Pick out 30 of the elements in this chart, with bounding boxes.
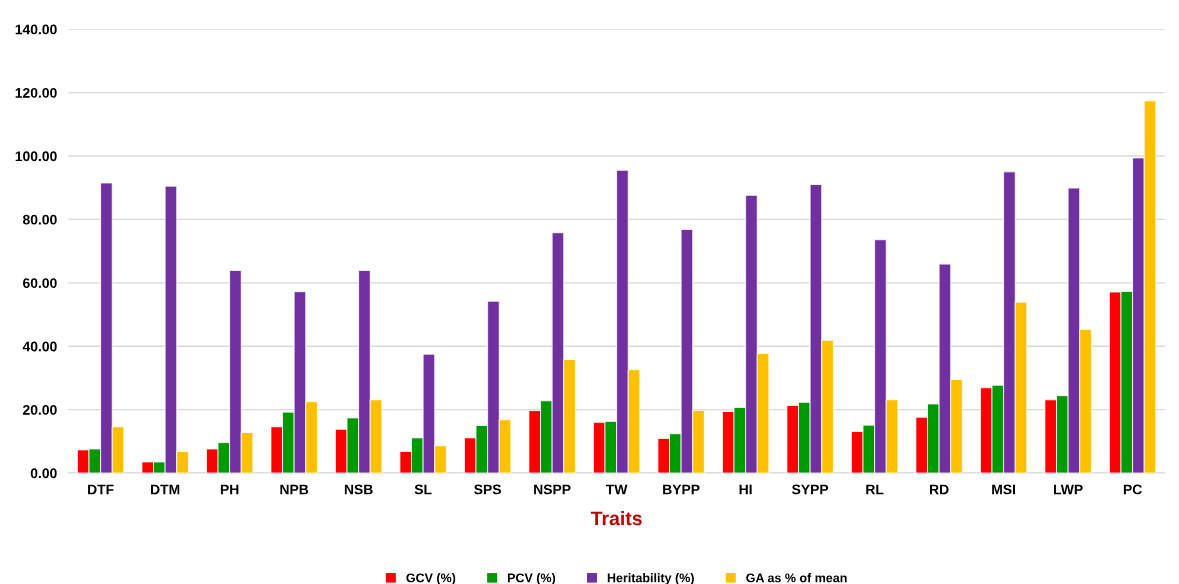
legend-label: GCV (%) [406, 573, 456, 584]
x-tick-label: MSI [992, 484, 1016, 495]
x-tick-label: RD [930, 484, 949, 495]
legend-label: PCV (%) [507, 573, 556, 584]
x-tick-label: DTF [88, 484, 114, 495]
x-tick-label: LWP [1053, 484, 1083, 495]
y-tick-label: 20.00 [23, 404, 57, 415]
legend-label: GA as % of mean [746, 573, 847, 583]
x-tick-label: PC [1123, 484, 1142, 495]
x-tick-label: SYPP [791, 484, 829, 495]
x-tick-label: NPB [280, 484, 309, 495]
y-tick-label: 0.00 [30, 468, 57, 479]
x-tick-label: SL [414, 484, 432, 495]
x-tick-label: RL [866, 484, 884, 495]
x-tick-label: NSPP [534, 484, 571, 495]
y-tick-label: 80.00 [22, 214, 57, 225]
x-tick-label: NSB [344, 484, 373, 495]
x-tick-label: HI [739, 484, 752, 495]
legend-label: Heritability (%) [607, 573, 694, 584]
y-tick-label: 100.00 [15, 151, 57, 162]
y-tick-label: 60.00 [23, 278, 57, 288]
y-tick-label: 140.00 [15, 24, 57, 35]
x-tick-label: DTM [151, 484, 180, 495]
y-tick-label: 40.00 [22, 341, 57, 352]
x-tick-label: TW [605, 484, 628, 495]
x-tick-label: BYPP [663, 484, 700, 495]
x-tick-label: SPS [474, 484, 501, 495]
x-tick-label: PH [220, 484, 239, 495]
y-tick-label: 120.00 [15, 87, 57, 98]
x-axis-title: Traits [590, 510, 642, 526]
